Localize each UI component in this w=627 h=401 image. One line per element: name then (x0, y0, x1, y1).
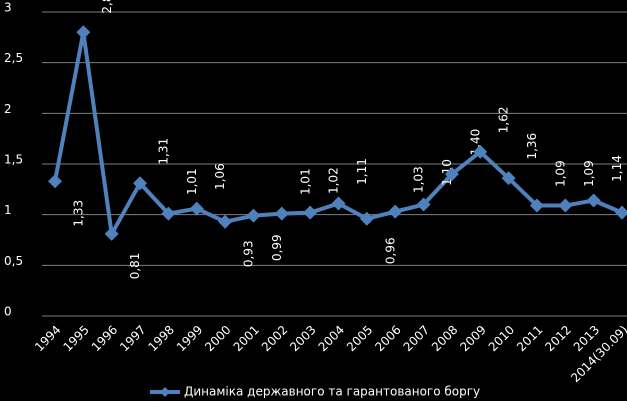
marker (303, 205, 318, 220)
marker (48, 174, 62, 189)
y-tick-label: 2,5 (4, 51, 23, 65)
marker (615, 205, 627, 220)
marker (133, 176, 148, 191)
y-tick-label: 0 (4, 305, 12, 319)
x-tick-label: 2000 (202, 323, 233, 354)
x-tick-label: 2011 (514, 323, 545, 354)
marker (331, 196, 346, 211)
data-label: 1,33 (72, 200, 86, 227)
marker (76, 25, 91, 40)
data-label: 1,11 (355, 158, 369, 185)
marker (161, 206, 176, 221)
x-tick-label: 2010 (486, 323, 517, 354)
x-tick-label: 2002 (259, 323, 290, 354)
data-label: 1,06 (213, 163, 227, 190)
x-tick-label: 2005 (344, 323, 375, 354)
x-tick-label: 2001 (231, 323, 262, 354)
y-tick-label: 1,5 (4, 153, 23, 167)
x-tick-label: 2007 (401, 323, 432, 354)
marker (246, 208, 261, 223)
marker (189, 201, 204, 216)
legend-marker (160, 387, 170, 397)
marker (501, 171, 516, 186)
marker (473, 144, 488, 159)
marker (416, 197, 431, 212)
x-tick-label: 1997 (117, 323, 148, 354)
x-tick-label: 1994 (32, 323, 63, 354)
marker (388, 204, 403, 219)
data-label: 1,14 (610, 155, 624, 182)
data-label: 1,31 (157, 138, 171, 165)
x-tick-label: 2008 (429, 323, 460, 354)
data-label: 1,03 (412, 166, 426, 193)
marker (359, 211, 374, 226)
marker (104, 226, 119, 241)
y-tick-label: 3 (4, 1, 12, 15)
y-tick-label: 2 (4, 102, 12, 116)
x-tick-label: 2003 (287, 323, 318, 354)
x-tick-label: 2004 (316, 323, 347, 354)
marker (558, 198, 573, 213)
data-label: 0,99 (270, 234, 284, 261)
data-label: 1,01 (185, 168, 199, 195)
x-tick-label: 2006 (372, 323, 403, 354)
marker (529, 198, 544, 213)
marker (218, 214, 233, 229)
data-label: 1,09 (553, 160, 567, 187)
legend-label: Динаміка державного та гарантованого бор… (184, 385, 480, 399)
x-tick-label: 2009 (457, 323, 488, 354)
data-label: 1,02 (327, 167, 341, 194)
data-label: 0,81 (128, 253, 142, 280)
x-tick-label: 1995 (60, 323, 91, 354)
data-label: 1,36 (525, 133, 539, 160)
x-tick-label: 1996 (89, 323, 120, 354)
y-tick-label: 1 (4, 203, 12, 217)
data-label: 1,62 (497, 106, 511, 133)
marker (444, 167, 459, 182)
x-tick-label: 2012 (542, 323, 573, 354)
marker (586, 193, 601, 208)
x-tick-label: 1998 (145, 323, 176, 354)
data-label: 2,80 (100, 0, 114, 14)
y-tick-label: 0,5 (4, 254, 23, 268)
data-label: 0,93 (242, 240, 256, 267)
marker (274, 206, 289, 221)
data-label: 1,09 (582, 160, 596, 187)
data-label: 1,01 (298, 168, 312, 195)
data-label: 0,96 (383, 237, 397, 264)
x-tick-label: 1999 (174, 323, 205, 354)
